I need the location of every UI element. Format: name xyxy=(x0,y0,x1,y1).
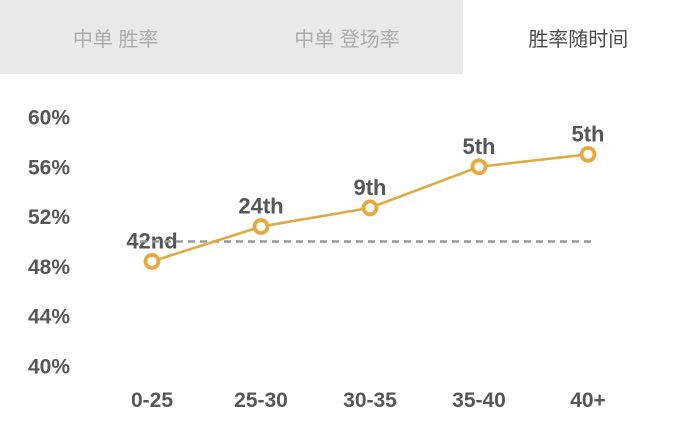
y-tick-label: 52% xyxy=(28,206,70,229)
y-tick-label: 44% xyxy=(28,306,70,329)
tab-bar: 中单 胜率 中单 登场率 胜率随时间 xyxy=(0,0,694,74)
x-tick-label: 25-30 xyxy=(234,389,288,412)
data-point-label: 24th xyxy=(238,194,283,219)
data-point-label: 9th xyxy=(354,175,387,200)
data-point-marker[interactable] xyxy=(470,158,488,176)
data-point-marker[interactable] xyxy=(361,199,379,217)
tab-mid-pick-rate[interactable]: 中单 登场率 xyxy=(231,0,463,74)
data-point-label: 5th xyxy=(572,121,605,146)
y-tick-label: 40% xyxy=(28,356,70,379)
x-tick-label: 35-40 xyxy=(452,389,506,412)
y-tick-label: 56% xyxy=(28,156,70,179)
tab-mid-win-rate[interactable]: 中单 胜率 xyxy=(0,0,232,74)
x-tick-label: 0-25 xyxy=(131,389,173,412)
tab-win-rate-over-time-label: 胜率随时间 xyxy=(528,28,629,51)
win-rate-line-chart: 60% 56% 52% 48% 44% 40% 0-25 25-30 30-35 35-40 40+… xyxy=(28,107,606,413)
data-point-marker[interactable] xyxy=(579,145,597,163)
tab-win-rate-over-time[interactable]: 胜率随时间 xyxy=(462,0,694,74)
y-tick-label: 60% xyxy=(28,107,70,130)
data-point-marker[interactable] xyxy=(143,253,161,270)
data-point-label: 5th xyxy=(463,134,496,159)
y-tick-label: 48% xyxy=(28,256,70,279)
x-tick-label: 40+ xyxy=(570,389,606,412)
chart-area: 60% 56% 52% 48% 44% 40% 0-25 25-30 30-35 35-40 40+… xyxy=(0,74,694,441)
x-tick-label: 30-35 xyxy=(343,389,397,412)
tab-mid-win-rate-label: 中单 胜率 xyxy=(72,28,159,51)
data-point-marker[interactable] xyxy=(252,218,270,235)
tab-mid-pick-rate-label: 中单 登场率 xyxy=(294,28,400,51)
